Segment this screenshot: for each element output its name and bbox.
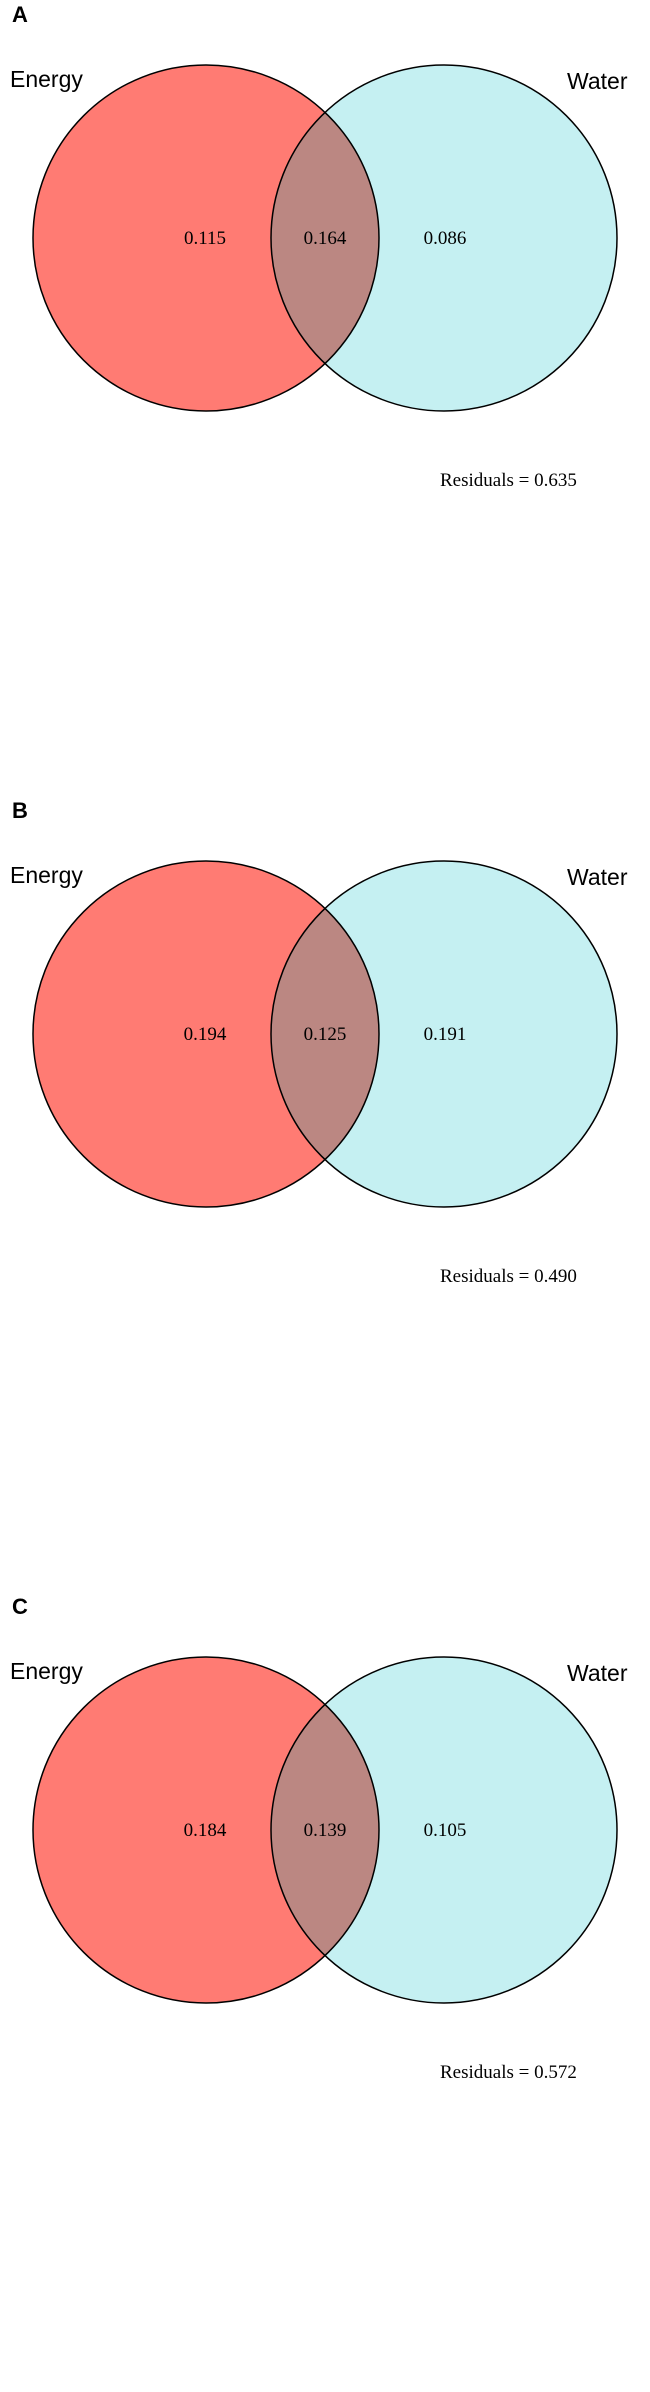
residuals-text: Residuals = 0.490 xyxy=(440,1266,577,1287)
water-outline xyxy=(270,860,618,1208)
water-circle xyxy=(271,1657,617,2003)
energy-outline xyxy=(32,1656,380,2004)
overlap-value: 0.164 xyxy=(304,228,347,249)
venn-panel-c: C Energy Water 0.184 0.139 0.105 Residua… xyxy=(0,1592,650,2392)
energy-outline xyxy=(32,64,380,412)
energy-circle xyxy=(33,65,379,411)
venn-panel-b: B Energy Water 0.194 0.125 0.191 Residua… xyxy=(0,796,650,1596)
water-only-value: 0.086 xyxy=(424,228,467,249)
set-label-energy: Energy xyxy=(10,66,83,92)
set-label-energy: Energy xyxy=(10,862,83,888)
venn-diagram: 0.115 0.164 0.086 xyxy=(32,64,618,412)
set-label-water: Water xyxy=(567,864,628,890)
water-only-value: 0.105 xyxy=(424,1820,467,1841)
set-label-water: Water xyxy=(567,1660,628,1686)
energy-only-value: 0.115 xyxy=(184,228,226,249)
overlap-value: 0.139 xyxy=(304,1820,347,1841)
water-only-value: 0.191 xyxy=(424,1024,467,1045)
water-circle xyxy=(271,861,617,1207)
energy-only-value: 0.194 xyxy=(184,1024,227,1045)
venn-panel-a: A Energy Water 0.115 0.164 0.086 Residua… xyxy=(0,0,650,800)
panel-label: B xyxy=(12,798,28,823)
set-label-energy: Energy xyxy=(10,1658,83,1684)
residuals-text: Residuals = 0.635 xyxy=(440,470,577,491)
overlap-value: 0.125 xyxy=(304,1024,347,1045)
energy-only-value: 0.184 xyxy=(184,1820,227,1841)
set-label-water: Water xyxy=(567,68,628,94)
energy-circle xyxy=(33,1657,379,2003)
water-outline xyxy=(270,64,618,412)
panel-label: C xyxy=(12,1594,28,1619)
energy-circle xyxy=(33,861,379,1207)
venn-diagram: 0.184 0.139 0.105 xyxy=(32,1656,618,2004)
energy-outline xyxy=(32,860,380,1208)
panel-label: A xyxy=(12,2,28,27)
water-outline xyxy=(270,1656,618,2004)
residuals-text: Residuals = 0.572 xyxy=(440,2062,577,2083)
water-circle xyxy=(271,65,617,411)
venn-diagram: 0.194 0.125 0.191 xyxy=(32,860,618,1208)
